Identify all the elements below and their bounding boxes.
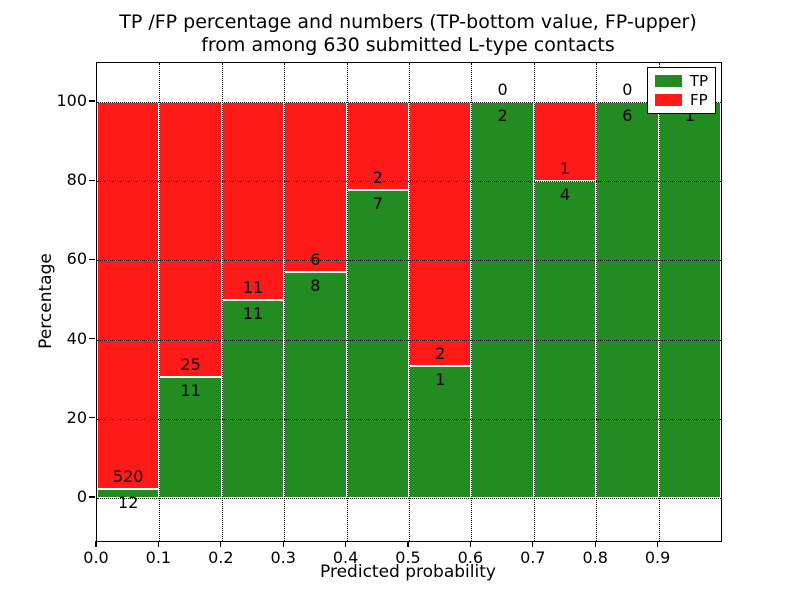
- fp-count-label: 520: [112, 467, 144, 487]
- tp-bar-segment: [284, 271, 347, 498]
- legend-item-fp: FP: [655, 92, 708, 108]
- vertical-gridline: [658, 63, 660, 541]
- vertical-gridline: [409, 63, 410, 541]
- x-tick-label: 0.8: [582, 548, 608, 567]
- x-tick-label: 0.6: [457, 548, 484, 567]
- fp-count-label: 11: [242, 278, 264, 297]
- fp-count-label: 25: [180, 355, 201, 374]
- tp-count-label: 11: [242, 304, 264, 323]
- tp-count-label: 4: [559, 185, 571, 205]
- fp-bar-segment: [159, 102, 222, 377]
- tp-bar-segment: [159, 377, 222, 498]
- y-tick-label: 80: [66, 170, 87, 190]
- vertical-gridline: [596, 63, 598, 541]
- x-tick-mark: [594, 541, 596, 548]
- chart-title: TP /FP percentage and numbers (TP-bottom…: [96, 11, 720, 57]
- tp-count-label: 2: [497, 106, 508, 125]
- x-tick-label: 0.2: [208, 548, 234, 567]
- vertical-gridline: [346, 63, 348, 541]
- tp-count-label: 8: [310, 275, 321, 295]
- tp-legend-swatch: [655, 75, 682, 87]
- tp-legend-label: TP: [689, 72, 708, 90]
- chart-title-line1: TP /FP percentage and numbers (TP-bottom…: [119, 11, 697, 33]
- vertical-gridline: [221, 63, 223, 541]
- tp-bar-segment: [409, 366, 472, 498]
- vertical-gridline: [533, 63, 535, 541]
- tp-bar-segment: [596, 102, 659, 498]
- tp-count-label: 11: [180, 381, 201, 400]
- y-tick-label: 20: [66, 407, 87, 427]
- legend-item-tp: TP: [655, 73, 708, 89]
- fp-count-label: 0: [497, 80, 508, 99]
- fp-legend-swatch: [655, 94, 682, 106]
- x-tick-mark: [407, 541, 409, 548]
- y-tick-mark: [89, 100, 95, 102]
- y-tick-mark: [89, 179, 95, 181]
- tp-count-label: 7: [372, 194, 383, 213]
- tp-count-label: 1: [435, 370, 446, 389]
- fp-bar-segment: [97, 102, 160, 490]
- fp-bar-segment: [284, 102, 347, 272]
- vertical-gridline: [159, 63, 161, 541]
- x-tick-label: 0.5: [395, 548, 421, 567]
- x-tick-mark: [282, 541, 284, 548]
- fp-count-label: 1: [559, 159, 571, 179]
- fp-bar-segment: [221, 102, 285, 300]
- fp-count-label: 0: [622, 80, 633, 99]
- x-tick-mark: [220, 541, 222, 548]
- x-tick-mark: [95, 541, 97, 548]
- fp-count-label: 2: [435, 344, 446, 363]
- tp-count-label: 6: [622, 106, 633, 125]
- tp-bar-segment: [346, 190, 409, 498]
- tp-bar-segment: [97, 489, 160, 498]
- tp-bar-segment: [533, 181, 597, 498]
- fp-count-label: 2: [372, 168, 383, 187]
- tp-bar-segment: [471, 102, 534, 498]
- tp-count-label: 12: [118, 493, 139, 513]
- x-tick-mark: [656, 541, 659, 548]
- x-tick-label: 0.3: [270, 548, 296, 567]
- y-tick-label: 0: [76, 487, 87, 506]
- y-tick-mark: [89, 417, 95, 419]
- y-tick-mark: [89, 337, 95, 340]
- fp-count-label: 6: [310, 249, 321, 269]
- x-tick-mark: [532, 541, 534, 548]
- vertical-gridline: [471, 63, 473, 541]
- tp-count-label: 1: [684, 106, 695, 125]
- x-tick-label: 0.0: [83, 548, 109, 567]
- fp-bar-segment: [409, 102, 472, 366]
- fp-legend-label: FP: [690, 91, 708, 109]
- y-tick-label: 40: [66, 328, 87, 348]
- y-tick-mark: [89, 496, 95, 498]
- x-axis-label: Predicted probability: [320, 562, 496, 582]
- x-tick-label: 0.9: [644, 548, 671, 567]
- plot-area: 520122511111168272102140601: [96, 62, 722, 542]
- x-tick-mark: [157, 541, 160, 548]
- x-tick-mark: [469, 541, 472, 548]
- vertical-gridline: [284, 63, 286, 541]
- x-tick-label: 0.7: [520, 548, 546, 567]
- y-tick-label: 60: [66, 249, 87, 269]
- y-tick-label: 100: [56, 91, 87, 110]
- x-tick-label: 0.4: [332, 548, 359, 567]
- tp-bar-segment: [658, 102, 721, 498]
- y-tick-mark: [89, 258, 95, 261]
- x-tick-label: 0.1: [145, 548, 172, 567]
- legend: TP FP: [647, 67, 716, 114]
- chart-title-line2: from among 630 submitted L-type contacts: [201, 34, 615, 56]
- x-tick-mark: [344, 541, 347, 548]
- tp-bar-segment: [221, 300, 285, 498]
